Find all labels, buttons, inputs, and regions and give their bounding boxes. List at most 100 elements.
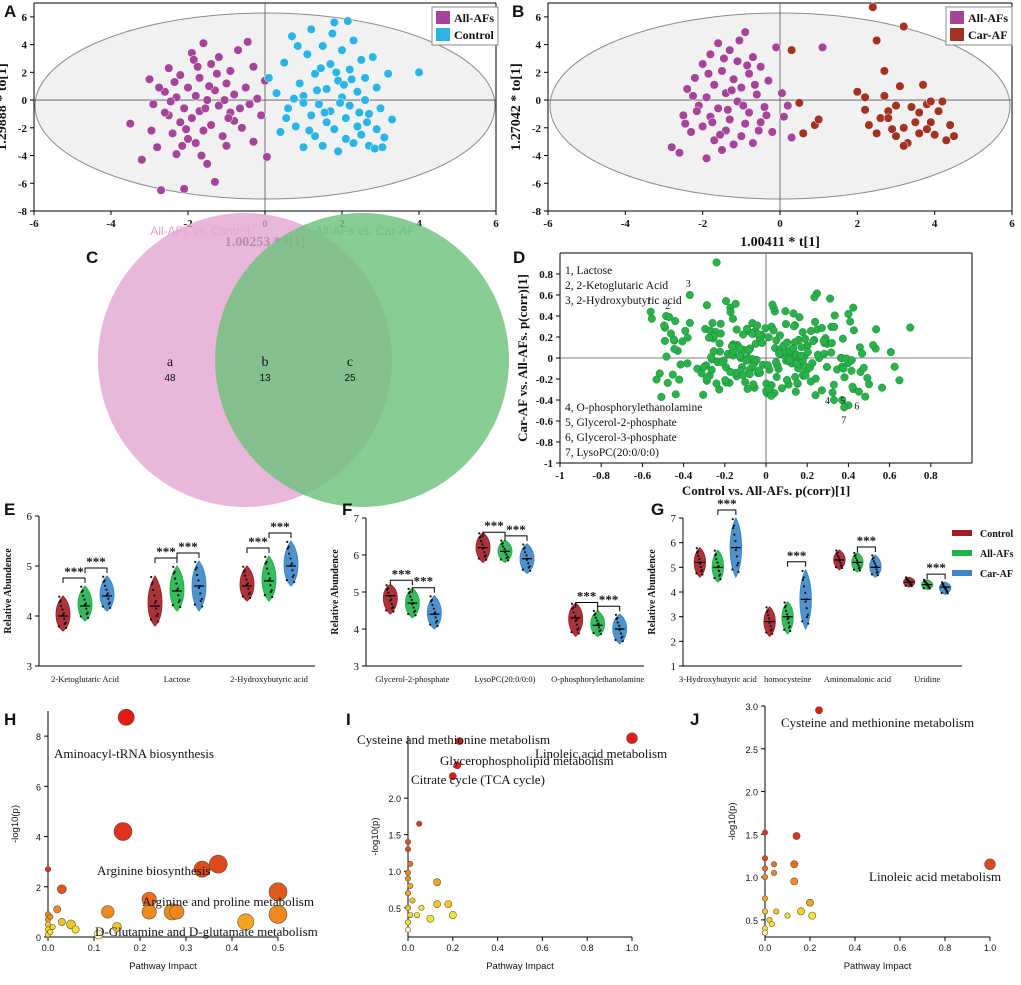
data-point (846, 317, 855, 326)
data-point (281, 113, 291, 123)
data-point (322, 117, 332, 127)
violin-dot (85, 607, 88, 610)
data-point (872, 35, 882, 45)
violin-dot (527, 562, 530, 565)
data-point (713, 103, 723, 113)
y-tick-label: 6 (671, 538, 677, 550)
pathway-bubble (404, 875, 411, 882)
pathway-label: Glycerophospholipid metabolism (440, 753, 614, 768)
category-label: Uridine (914, 674, 940, 684)
data-point (179, 184, 189, 194)
pathway-bubble (808, 911, 817, 920)
data-point (756, 117, 766, 127)
violin-dot (390, 607, 394, 610)
pathway-bubble (815, 706, 823, 715)
panel-H-axes: 0.0 0.1 0.2 0.3 0.4 0.5 0 2 4 6 8 (36, 708, 288, 953)
violin-dot (434, 621, 438, 624)
data-point (345, 101, 355, 111)
data-point (795, 313, 804, 322)
sig-bracket (717, 509, 737, 515)
violin-dot (731, 518, 734, 521)
data-point (792, 359, 801, 368)
data-point (362, 117, 372, 127)
data-point (801, 371, 810, 380)
violin-dot (201, 605, 204, 608)
violin-dot (101, 605, 104, 608)
data-point (152, 142, 162, 152)
legend-swatch (436, 11, 450, 24)
sig-label: *** (599, 592, 619, 607)
data-point (820, 349, 829, 358)
x-tick-label: -2 (183, 218, 193, 230)
sig-bracket (246, 547, 270, 553)
data-point (732, 56, 743, 66)
data-point (356, 130, 366, 140)
data-point (688, 91, 698, 101)
data-point (196, 150, 207, 161)
data-point (769, 326, 778, 335)
y-axis-title: Relative Abundence (330, 549, 341, 635)
data-point (739, 330, 748, 339)
y-tick-label: 1.0 (388, 867, 401, 877)
data-point (817, 386, 826, 395)
pathway-bubble (407, 882, 414, 889)
data-point (175, 70, 185, 80)
violin-dot (199, 592, 202, 595)
violin-dot (837, 556, 841, 559)
data-point (360, 73, 370, 83)
sig-bracket (856, 546, 876, 552)
y-tick-label: 4 (36, 833, 41, 843)
violin-dot (505, 553, 508, 556)
data-point (713, 38, 723, 48)
panel-label-J: J (690, 710, 699, 729)
pathway-bubble (792, 832, 801, 840)
y-tick-label: 0.8 (539, 269, 553, 281)
violin-dot (737, 570, 740, 573)
violin-dot (103, 584, 107, 587)
data-point (723, 105, 733, 115)
violin-dot (153, 601, 157, 605)
sig-bracket (575, 602, 599, 608)
data-point (692, 106, 702, 116)
sig-bracket (482, 531, 506, 538)
data-point (204, 81, 214, 91)
data-point (352, 87, 362, 97)
data-point (177, 141, 187, 151)
violin-dot (407, 587, 410, 590)
pathway-bubble (790, 860, 799, 869)
data-point (702, 301, 711, 310)
violin-dot (620, 636, 623, 639)
data-point (709, 80, 719, 90)
sig-bracket (84, 567, 108, 573)
x-tick-label: -4 (621, 218, 631, 230)
venn-diagram: All-AFs vs. Control All-AFs vs. Car-AF a 48… (98, 213, 509, 507)
data-point (817, 323, 826, 332)
pathway-label: Citrate cycle (TCA cycle) (411, 772, 545, 787)
violin-dot (392, 610, 395, 613)
data-point (826, 294, 835, 303)
sig-bracket (268, 532, 292, 538)
x-tick-label: 0.1 (88, 943, 101, 953)
violin-dot (839, 561, 842, 564)
data-point (827, 339, 836, 348)
violin-dot (385, 609, 388, 612)
panel-label-F: F (342, 500, 352, 519)
violin-dot (873, 562, 877, 565)
violin-dot (614, 638, 617, 642)
pathway-bubble (773, 908, 780, 915)
violin-dot (173, 577, 177, 580)
data-point (198, 126, 208, 136)
data-point (235, 103, 245, 113)
category-label: O-phosphorylethanolamine (551, 674, 644, 684)
data-point (732, 325, 741, 334)
violin-dot (171, 604, 174, 607)
pathway-bubble (426, 914, 435, 923)
data-point (210, 177, 220, 187)
data-point (879, 91, 889, 101)
violin-dot (737, 561, 740, 565)
violin-dot (155, 614, 158, 618)
sig-bracket (597, 605, 621, 612)
legend-swatch (436, 28, 450, 41)
violin-dot (85, 612, 88, 616)
